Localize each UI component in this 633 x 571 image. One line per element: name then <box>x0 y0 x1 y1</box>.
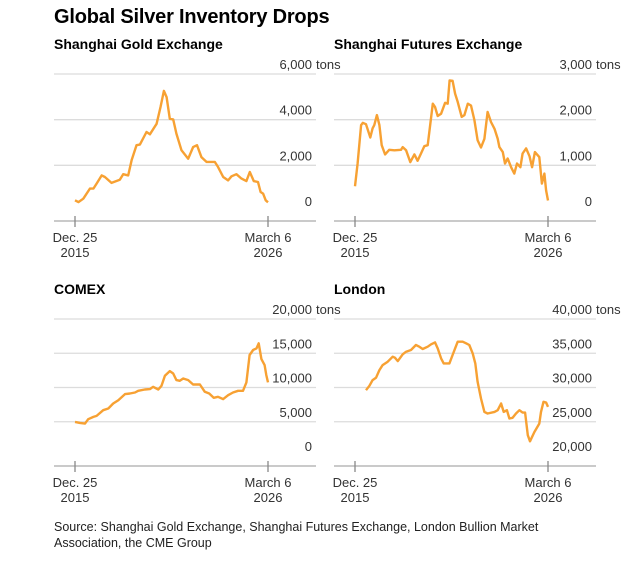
y-tick-label: 2,000 <box>559 103 592 118</box>
y-tick-label: 6,000 <box>279 57 312 72</box>
y-tick-label: 3,000 <box>559 57 592 72</box>
y-tick-label: 10,000 <box>272 371 312 386</box>
y-tick-label: 35,000 <box>552 336 592 351</box>
series-line <box>74 342 270 425</box>
x-tick-label: March 6 <box>525 475 572 490</box>
x-tick-label: Dec. 25 <box>333 230 378 245</box>
y-unit-label: tons <box>596 302 621 317</box>
panel-title-sge: Shanghai Gold Exchange <box>54 36 223 52</box>
y-tick-label: 2,000 <box>279 148 312 163</box>
x-tick-label: March 6 <box>245 230 292 245</box>
y-unit-label: tons <box>316 57 341 72</box>
y-tick-label: 0 <box>585 194 592 209</box>
y-tick-label: 25,000 <box>552 405 592 420</box>
y-tick-label: 20,000 <box>552 439 592 454</box>
y-unit-label: tons <box>316 302 341 317</box>
x-tick-label-year: 2015 <box>61 490 90 505</box>
y-unit-label: tons <box>596 57 621 72</box>
x-tick-label: Dec. 25 <box>53 475 98 490</box>
y-tick-label: 5,000 <box>279 405 312 420</box>
y-tick-label: 30,000 <box>552 371 592 386</box>
y-tick-label: 15,000 <box>272 336 312 351</box>
x-tick-label: Dec. 25 <box>333 475 378 490</box>
x-tick-label-year: 2026 <box>254 245 283 260</box>
london-chart: 20,000 25,000 30,000 35,000 40,000 tons Dec. 2… <box>333 302 621 505</box>
y-tick-label: 40,000 <box>552 302 592 317</box>
source-note: Source: Shanghai Gold Exchange, Shanghai… <box>54 520 539 550</box>
x-tick-label-year: 2026 <box>534 490 563 505</box>
x-tick-label: Dec. 25 <box>53 230 98 245</box>
x-tick-label-year: 2026 <box>534 245 563 260</box>
x-tick-label: March 6 <box>245 475 292 490</box>
x-tick-label-year: 2015 <box>341 245 370 260</box>
y-tick-label: 1,000 <box>559 148 592 163</box>
series-line <box>353 79 550 201</box>
series-line <box>74 89 269 204</box>
panel-title-london: London <box>334 281 386 297</box>
panel-title-shfe: Shanghai Futures Exchange <box>334 36 523 52</box>
series-line <box>365 340 550 443</box>
x-tick-label-year: 2026 <box>254 490 283 505</box>
panel-title-comex: COMEX <box>54 281 106 297</box>
y-tick-label: 4,000 <box>279 103 312 118</box>
y-tick-label: 20,000 <box>272 302 312 317</box>
y-tick-label: 0 <box>305 194 312 209</box>
x-tick-label: March 6 <box>525 230 572 245</box>
chart-title: Global Silver Inventory Drops <box>54 6 330 28</box>
x-tick-label-year: 2015 <box>61 245 90 260</box>
y-tick-label: 0 <box>305 439 312 454</box>
x-tick-label-year: 2015 <box>341 490 370 505</box>
